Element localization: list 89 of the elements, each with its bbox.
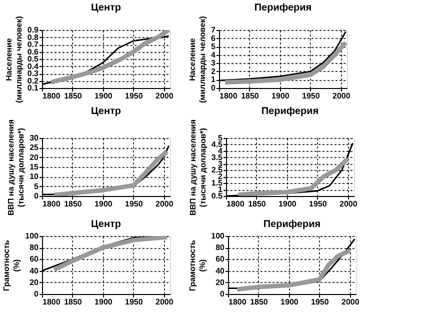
y-tick-label: 15 [30, 162, 40, 172]
x-tick-label: 1900 [278, 200, 297, 208]
y-tick-label: 0 [34, 192, 40, 200]
chart-title: Центр [90, 219, 122, 230]
y-tick-label: 20 [30, 152, 40, 162]
y-tick-label: 4 [211, 50, 216, 60]
x-tick-label: 1800 [220, 92, 238, 100]
y-tick-label: 3.5 [211, 152, 224, 162]
x-tick-label: 1950 [309, 200, 328, 208]
y-tick-label: 40 [216, 266, 226, 276]
y-axis-title: ВВП на душу населения (тысячи долларов*) [6, 119, 26, 216]
x-tick-label: 1850 [64, 298, 82, 306]
y-tick-label: 3 [218, 159, 224, 168]
x-tick-label: 1800 [42, 200, 61, 208]
x-tick-label: 2000 [156, 200, 174, 208]
chart-title: Периферия [254, 2, 312, 14]
y-tick-label: 1 [218, 185, 224, 194]
y-tick-label: 0.1 [27, 84, 40, 92]
y-tick-label: 60 [30, 254, 40, 264]
y-tick-label: 0 [220, 290, 226, 298]
y-tick-label: 30 [30, 134, 40, 142]
y-tick-label: 4.5 [211, 140, 224, 149]
x-tick-label: 1800 [228, 298, 247, 306]
y-tick-label: 60 [216, 254, 226, 264]
x-tick-label: 1950 [302, 92, 320, 100]
y-tick-label: 2 [211, 66, 216, 76]
y-tick-label: 80 [30, 243, 40, 252]
y-tick-label: 0 [34, 290, 40, 298]
x-tick-label: 1900 [94, 200, 113, 208]
x-tick-label: 1850 [250, 298, 268, 306]
y-tick-label: 0.4 [27, 62, 40, 71]
y-tick-label: 0.5 [211, 192, 224, 200]
chart-title: Центр [90, 2, 122, 14]
y-tick-label: 80 [216, 243, 226, 252]
x-tick-label: 1900 [272, 92, 290, 100]
y-tick-label: 40 [30, 266, 40, 276]
y-tick-label: 10 [30, 172, 40, 182]
x-tick-label: 2000 [332, 92, 351, 100]
x-tick-label: 1800 [42, 298, 61, 306]
y-tick-label: 5 [211, 42, 216, 52]
x-tick-label: 1900 [280, 298, 299, 306]
x-tick-label: 1850 [241, 92, 260, 100]
x-tick-label: 1950 [125, 92, 144, 100]
y-tick-label: 0.7 [27, 40, 40, 49]
y-tick-label: 6 [211, 34, 216, 43]
y-tick-label: 0.5 [27, 54, 40, 64]
x-tick-label: 1850 [64, 92, 82, 100]
y-tick-label: 5 [218, 134, 224, 142]
y-tick-label: 0.6 [27, 47, 40, 56]
chart-title: Центр [90, 106, 122, 117]
y-tick-label: 20 [216, 278, 226, 287]
x-tick-label: 1900 [94, 92, 113, 100]
x-tick-label: 2000 [342, 298, 360, 306]
y-tick-label: 1 [211, 75, 216, 84]
x-tick-label: 2000 [156, 92, 174, 100]
x-tick-label: 1800 [42, 92, 61, 100]
y-axis-title: Население (миллиарды человек) [4, 16, 24, 103]
y-tick-label: 4 [218, 146, 224, 156]
y-tick-label: 1.5 [211, 178, 224, 188]
y-tick-label: 0 [211, 84, 216, 92]
chart-title: Периферия [263, 219, 321, 230]
y-axis-title: Грамотность (%) [2, 240, 22, 291]
y-tick-label: 0.2 [27, 76, 40, 86]
line-series [52, 149, 170, 196]
y-axis-title: Население (миллиарды человек) [188, 16, 208, 103]
x-tick-label: 1850 [64, 200, 82, 208]
y-axis-title: Грамотность (%) [188, 240, 208, 291]
x-tick-label: 2000 [340, 200, 358, 208]
x-tick-label: 1950 [125, 298, 144, 306]
x-tick-label: 1900 [94, 298, 113, 306]
y-tick-label: 100 [25, 232, 40, 240]
x-tick-label: 1850 [248, 200, 266, 208]
x-tick-label: 1800 [226, 200, 245, 208]
y-tick-label: 5 [34, 182, 40, 191]
y-axis-title: ВВП на душу населения (тысячи долларов*) [188, 119, 208, 216]
y-tick-label: 25 [30, 143, 40, 152]
y-tick-label: 3 [211, 58, 216, 68]
y-tick-label: 100 [211, 232, 226, 240]
y-tick-label: 0.9 [27, 26, 40, 34]
y-tick-label: 0.8 [27, 32, 40, 42]
x-tick-label: 2000 [156, 298, 174, 306]
y-tick-label: 20 [30, 278, 40, 287]
y-tick-label: 7 [211, 26, 216, 34]
y-tick-label: 2 [218, 172, 224, 182]
line-series [234, 248, 352, 292]
x-tick-label: 1950 [311, 298, 330, 306]
chart-title: Периферия [261, 106, 319, 117]
y-tick-label: 0.3 [27, 69, 40, 78]
x-tick-label: 1950 [125, 200, 144, 208]
